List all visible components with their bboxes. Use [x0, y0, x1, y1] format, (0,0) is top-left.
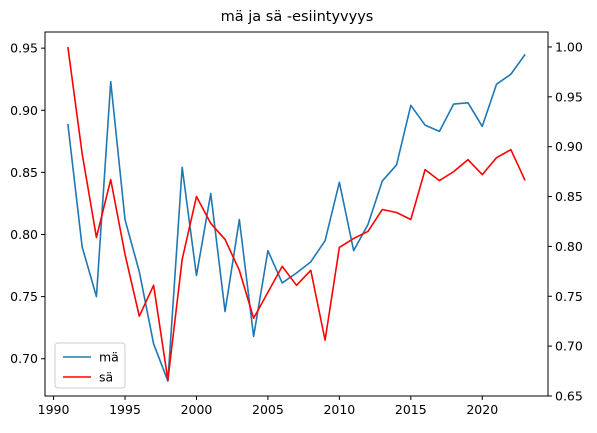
left-y-tick-label: 0.75: [10, 289, 38, 304]
x-tick-label: 1995: [109, 402, 141, 417]
right-y-tick-label: 0.70: [555, 339, 583, 354]
left-y-tick-label: 0.90: [10, 103, 38, 118]
right-y-tick-label: 0.75: [555, 289, 583, 304]
series-line-sä: [67, 46, 526, 381]
x-tick-label: 1990: [38, 402, 70, 417]
left-y-tick-label: 0.80: [10, 227, 38, 242]
x-tick-label: 2010: [323, 402, 355, 417]
legend: mä sä: [54, 342, 126, 389]
left-y-tick-label: 0.95: [10, 41, 38, 56]
left-y-tick-label: 0.70: [10, 351, 38, 366]
axes-layer: 1990 1995 2000 2005 2010 2015 2020 0.70 0.75 0.80…: [10, 39, 583, 417]
right-y-tick-label: 0.65: [555, 389, 583, 404]
x-tick-label: 2015: [395, 402, 427, 417]
chart-title: mä ja sä -esiintyvyys: [221, 9, 374, 25]
legend-label-sä: sä: [99, 370, 113, 385]
series-layer: [67, 46, 526, 382]
left-y-tick-label: 0.85: [10, 165, 38, 180]
series-line-mä: [67, 53, 526, 382]
plot-frame: [44, 31, 549, 397]
legend-label-mä: mä: [99, 350, 119, 365]
x-tick-label: 2000: [181, 402, 213, 417]
right-y-tick-label: 1.00: [555, 39, 583, 54]
right-y-tick-label: 0.90: [555, 139, 583, 154]
right-y-tick-label: 0.95: [555, 89, 583, 104]
x-tick-label: 2020: [466, 402, 498, 417]
right-y-tick-label: 0.80: [555, 239, 583, 254]
x-tick-label: 2005: [252, 402, 284, 417]
right-y-tick-label: 0.85: [555, 189, 583, 204]
